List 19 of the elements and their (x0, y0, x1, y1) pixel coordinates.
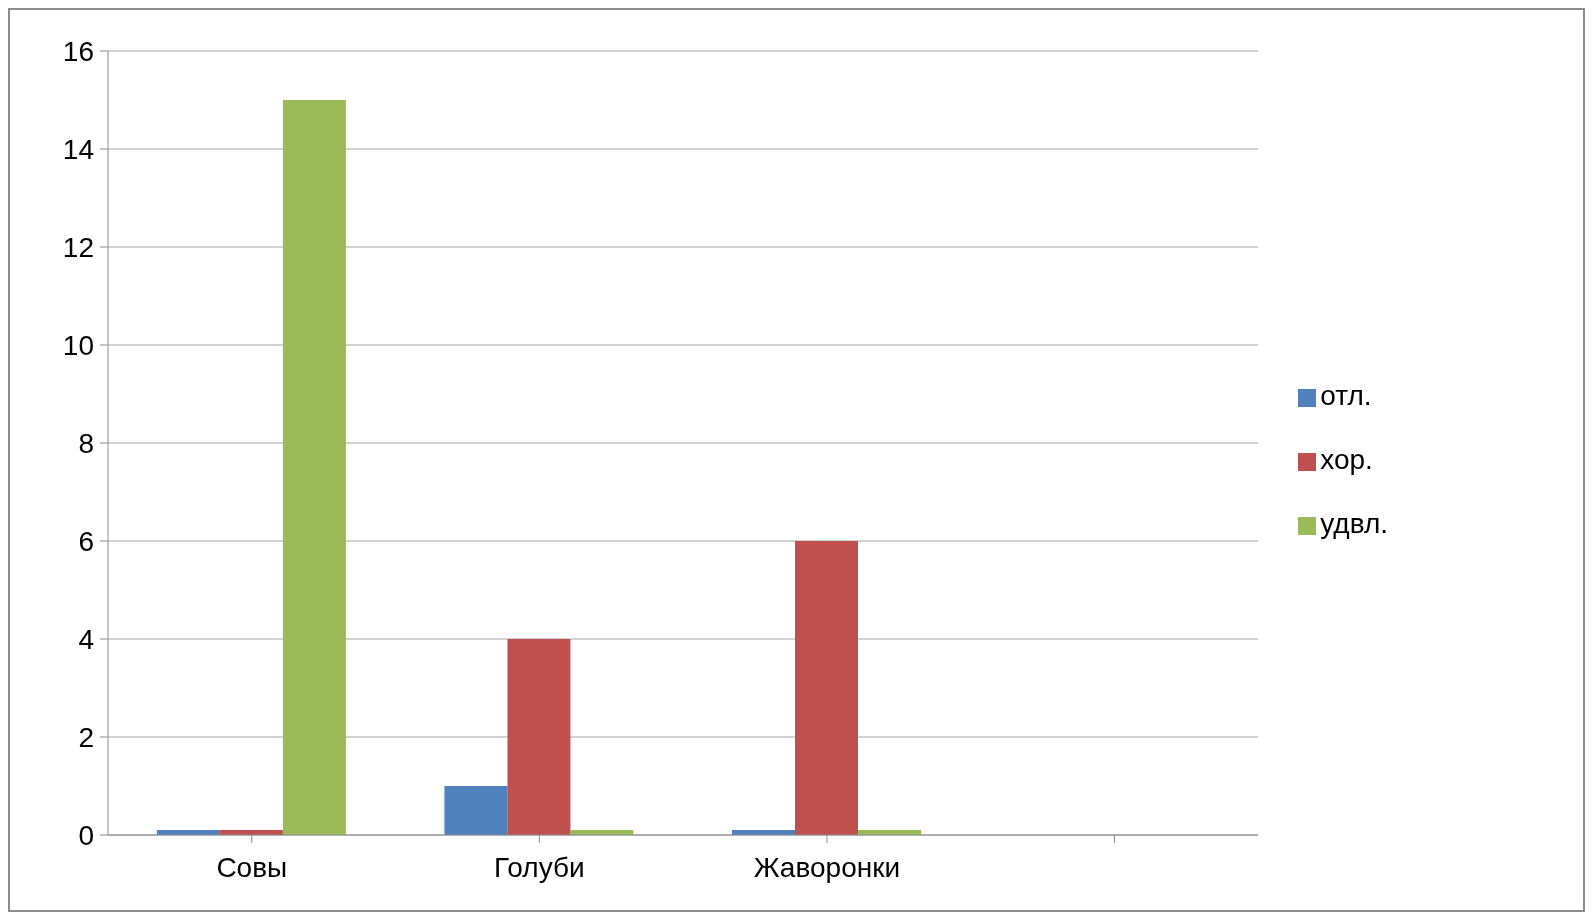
bar (795, 541, 858, 835)
y-tick-label: 12 (62, 231, 94, 263)
x-tick-label: Совы (216, 851, 288, 883)
y-tick-label: 14 (62, 133, 94, 165)
bar (507, 639, 571, 835)
y-tick-label: 6 (78, 525, 94, 557)
y-tick-label: 10 (62, 329, 94, 361)
bar (282, 100, 346, 835)
x-tick-label: Жаворонки (753, 851, 901, 883)
x-tick-label: Голуби (494, 851, 585, 883)
y-tick-label: 2 (78, 721, 94, 753)
legend-label: отл. (1320, 380, 1372, 411)
legend-label: удвл. (1320, 508, 1388, 539)
bar (444, 786, 508, 835)
legend-label: хор. (1320, 444, 1373, 475)
y-tick-label: 8 (78, 427, 94, 459)
y-tick-label: 16 (62, 35, 94, 67)
y-tick-label: 4 (78, 623, 94, 655)
y-tick-label: 0 (78, 819, 94, 851)
